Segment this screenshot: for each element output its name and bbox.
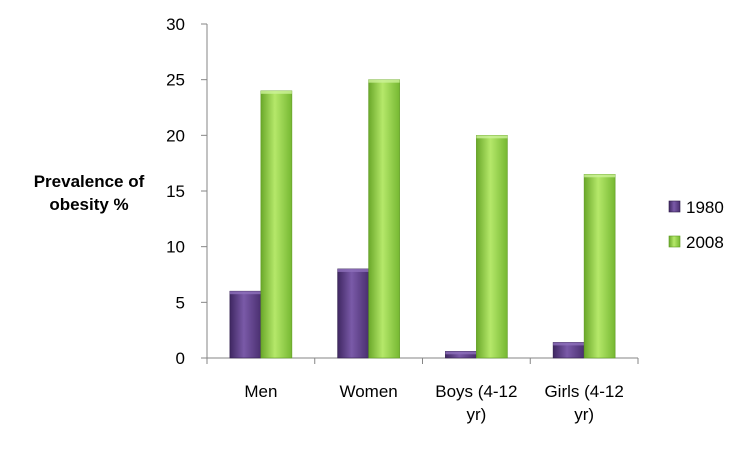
- bar-top-highlight: [337, 268, 369, 272]
- bar-top-highlight: [445, 351, 477, 355]
- legend-label: 2008: [686, 233, 724, 252]
- legend-swatch-1980: [668, 200, 681, 213]
- x-tick-label: Men: [244, 382, 277, 401]
- y-axis-label-line: Prevalence of: [34, 172, 145, 191]
- x-tick-label: Girls (4-12: [544, 382, 623, 401]
- bar-top-highlight: [260, 90, 292, 94]
- x-tick-label: yr): [574, 405, 594, 424]
- x-tick-label: Boys (4-12: [435, 382, 517, 401]
- bar-top-highlight: [553, 342, 585, 346]
- bar-2008-1: [368, 79, 400, 359]
- bar-top-highlight: [229, 291, 261, 295]
- y-tick-label: 15: [166, 182, 185, 201]
- bar-1980-0: [229, 290, 262, 359]
- bars: [229, 79, 616, 359]
- y-axis-label-line: obesity %: [49, 195, 128, 214]
- y-tick-label: 25: [166, 71, 185, 90]
- bar-top-highlight: [584, 174, 616, 178]
- bar-2008-3: [583, 174, 616, 359]
- bar-top-highlight: [476, 135, 508, 139]
- y-tick-label: 10: [166, 238, 185, 257]
- x-tick-label: Women: [339, 382, 397, 401]
- x-axis: Men Women Boys (4-12 yr) Girls (4-12 yr): [206, 357, 639, 424]
- x-tick-label: yr): [466, 405, 486, 424]
- bar-2008-2: [476, 135, 508, 359]
- bar-1980-1: [337, 268, 369, 359]
- legend-label: 1980: [686, 198, 724, 217]
- y-tick-label: 30: [166, 15, 185, 34]
- bar-top-highlight: [368, 79, 400, 83]
- y-tick-label: 0: [176, 349, 185, 368]
- y-tick-label: 20: [166, 126, 185, 145]
- bar-2008-0: [260, 90, 293, 359]
- y-axis: 0 5 10 15 20 25 30: [166, 15, 208, 368]
- y-axis-title: Prevalence of obesity %: [34, 172, 145, 214]
- legend-swatch-2008: [668, 235, 681, 248]
- y-tick-label: 5: [176, 293, 185, 312]
- legend: 1980 2008: [668, 198, 724, 252]
